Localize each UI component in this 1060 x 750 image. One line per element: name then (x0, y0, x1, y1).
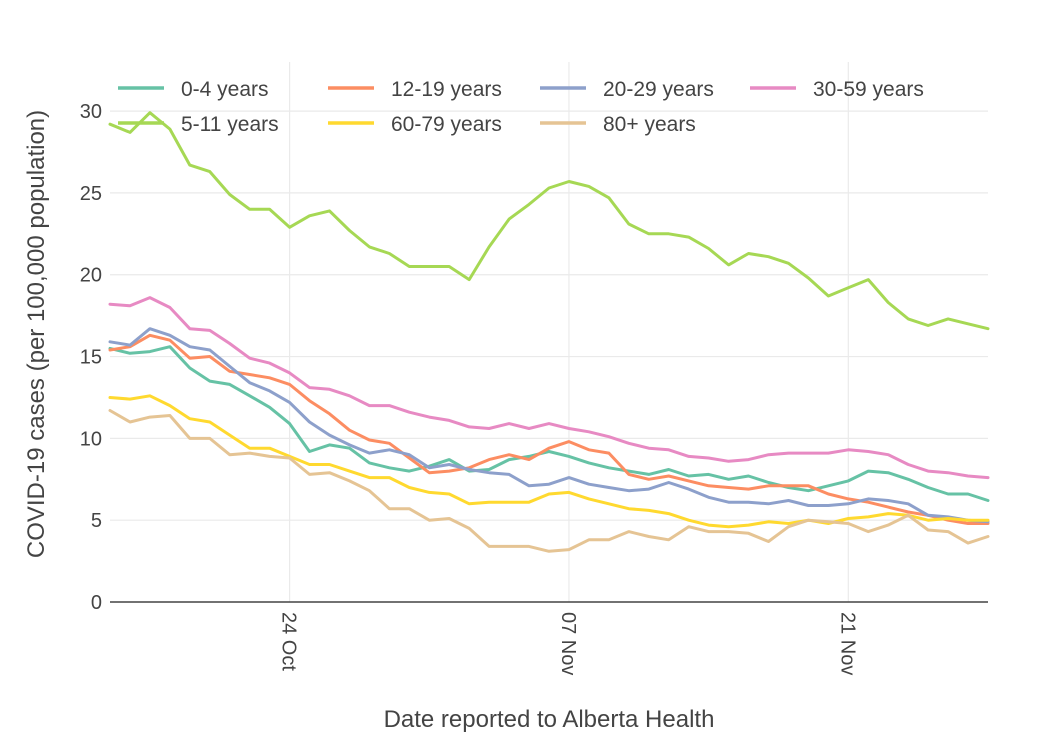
y-tick-label: 10 (80, 428, 102, 450)
legend-item-30-59-years[interactable]: 30-59 years (750, 78, 924, 101)
x-tick-label: 07 Nov (557, 612, 579, 675)
legend-item-0-4-years[interactable]: 0-4 years (118, 78, 269, 101)
x-tick-label: 21 Nov (836, 612, 858, 675)
x-tick-labels: 24 Oct 07 Nov 21 Nov (278, 612, 859, 675)
y-tick-label: 30 (80, 101, 102, 123)
legend-label: 60-79 years (391, 113, 502, 136)
legend-item-80-years[interactable]: 80+ years (540, 113, 696, 136)
y-tick-label: 5 (91, 510, 102, 532)
x-tick-label: 24 Oct (278, 612, 300, 671)
legend[interactable]: 0-4 years 12-19 years 20-29 years 30-59 yea… (118, 78, 924, 136)
y-axis-title: COVID-19 cases (per 100,000 population) (23, 110, 50, 558)
y-tick-label: 20 (80, 265, 102, 287)
series-line-5-11-years (108, 111, 990, 331)
series-line-30-59-years (108, 296, 990, 480)
y-tick-label: 0 (91, 592, 102, 614)
legend-label: 12-19 years (391, 78, 502, 101)
series-lines (108, 111, 990, 553)
legend-item-5-11-years[interactable]: 5-11 years (118, 113, 279, 136)
legend-item-60-79-years[interactable]: 60-79 years (328, 113, 502, 136)
legend-label: 30-59 years (813, 78, 924, 101)
legend-label: 0-4 years (181, 78, 269, 101)
legend-label: 80+ years (603, 113, 696, 136)
series-line-20-29-years (108, 327, 990, 524)
y-tick-label: 15 (80, 347, 102, 369)
series-line-12-19-years (108, 333, 990, 525)
legend-label: 20-29 years (603, 78, 714, 101)
series-line-80-years (108, 409, 990, 553)
y-tick-labels: 0 5 10 15 20 25 30 (80, 101, 102, 614)
gridlines (110, 62, 988, 602)
y-tick-label: 25 (80, 183, 102, 205)
x-axis-title: Date reported to Alberta Health (384, 706, 715, 733)
series-line-60-79-years (108, 394, 990, 529)
legend-item-12-19-years[interactable]: 12-19 years (328, 78, 502, 101)
legend-item-20-29-years[interactable]: 20-29 years (540, 78, 714, 101)
legend-label: 5-11 years (181, 113, 279, 136)
series-line-0-4-years (108, 345, 990, 502)
